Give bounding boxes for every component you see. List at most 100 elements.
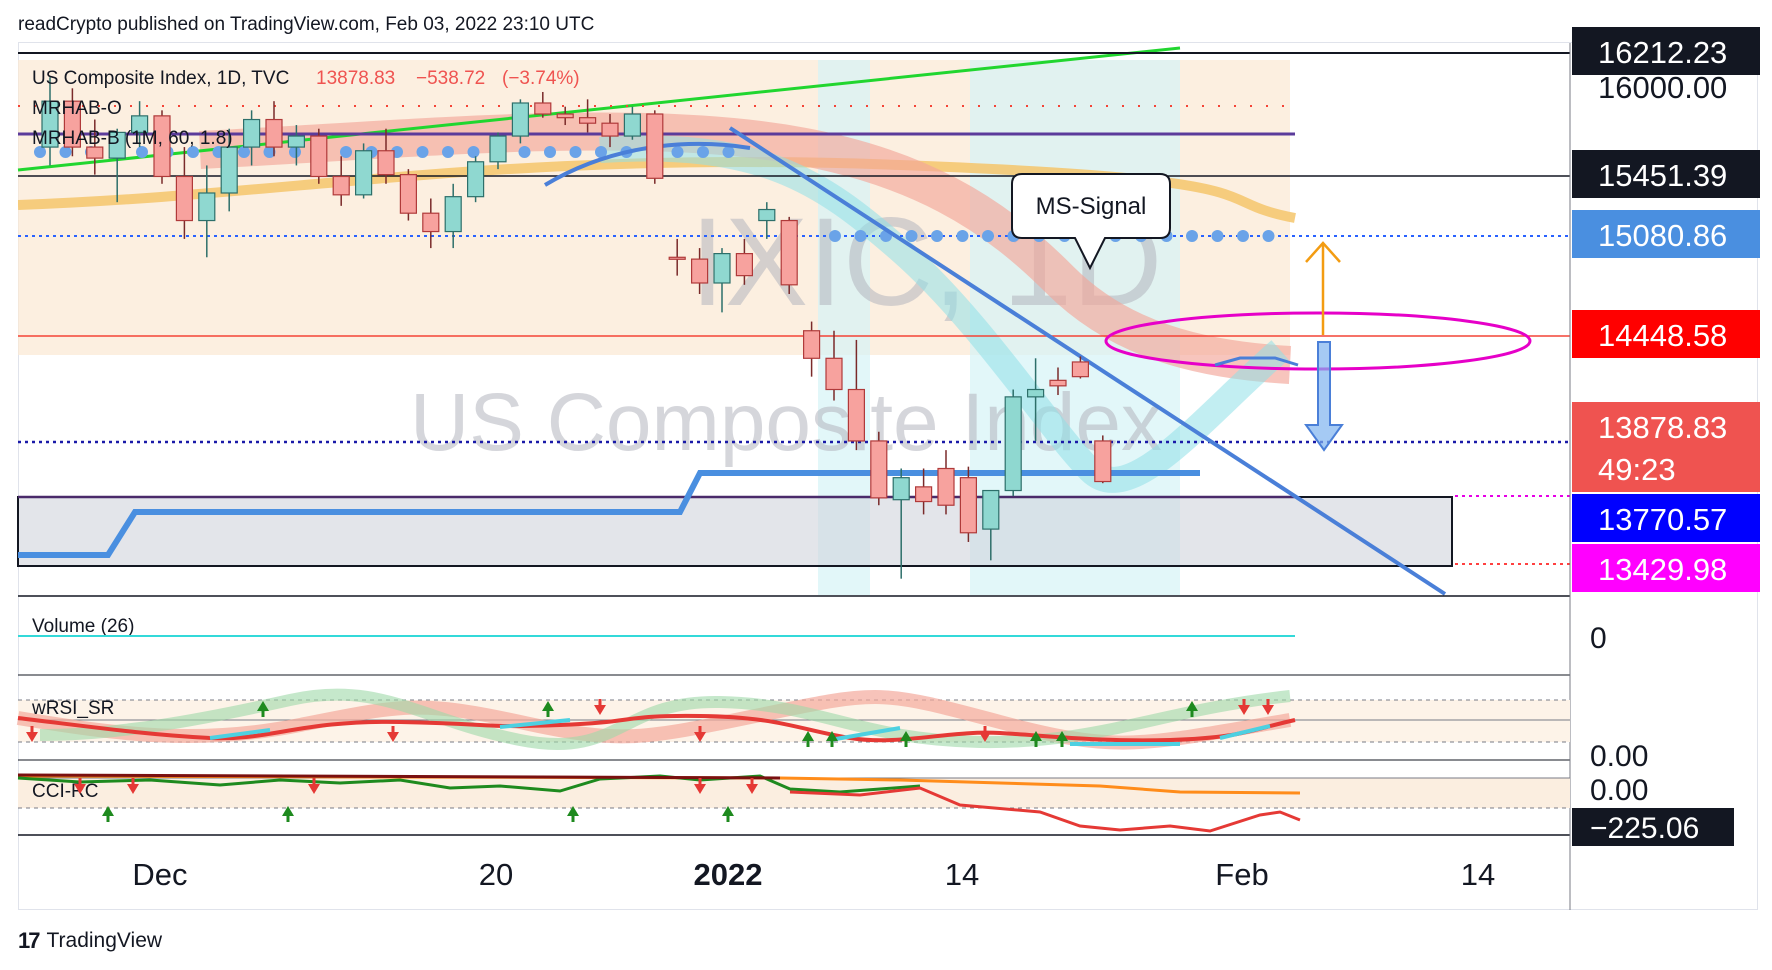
signal-up-arrow xyxy=(1186,701,1198,711)
candle-body xyxy=(153,115,171,178)
price-tag-label: 15080.86 xyxy=(1598,218,1727,253)
price-tag-bg xyxy=(1572,444,1760,492)
support-zone xyxy=(17,496,1453,567)
time-tick-label: Dec xyxy=(132,857,187,892)
signal-down-arrow xyxy=(308,784,320,794)
signal-up-arrow xyxy=(900,731,912,741)
tradingview-brand: TradingView xyxy=(46,929,163,952)
price-tag-bg xyxy=(1572,210,1760,258)
price-tag-label: 16000.00 xyxy=(1598,70,1727,105)
down-arrow xyxy=(1304,341,1344,452)
candle-body xyxy=(623,113,642,137)
mrhab-dot xyxy=(136,146,148,158)
candle-body xyxy=(646,113,664,179)
tradingview-logo[interactable]: 17 TradingView xyxy=(18,928,162,954)
mrhab-dot xyxy=(1237,230,1249,242)
signal-down-arrow xyxy=(74,784,86,794)
chart-legend: US Composite Index, 1D, TVC 13878.83 −53… xyxy=(32,68,580,149)
price-tag-label: 49:23 xyxy=(1598,452,1676,487)
candle-body xyxy=(198,192,216,222)
candle-body xyxy=(847,388,866,442)
volume-label: Volume (26) xyxy=(32,616,134,637)
price-tag-bg xyxy=(1572,310,1760,358)
mrhab-dot xyxy=(931,230,943,242)
signal-down-arrow xyxy=(127,784,139,794)
price-tag-label: 15451.39 xyxy=(1598,158,1727,193)
candle-body xyxy=(601,122,619,137)
price-tag-bg xyxy=(1572,494,1760,542)
candle-body xyxy=(556,113,574,119)
candle-body xyxy=(355,150,373,196)
candle-body xyxy=(489,135,507,163)
signal-up-arrow xyxy=(1056,731,1068,741)
wrsi-label: wRSI_SR xyxy=(31,698,114,719)
candle-body xyxy=(86,146,104,159)
mrhab-dot xyxy=(1262,230,1275,242)
candle-body xyxy=(131,115,149,133)
candle-body xyxy=(758,208,776,222)
signal-up-arrow xyxy=(802,731,814,741)
signal-up-arrow xyxy=(542,701,554,711)
blue-down-trendline xyxy=(728,126,1447,596)
candle-body xyxy=(399,174,417,214)
mrhab-dot xyxy=(697,146,709,158)
time-tick-label: 14 xyxy=(945,857,979,892)
indicator-label-mrhab-o: MRHAB-O xyxy=(32,98,122,119)
candle-body xyxy=(511,102,530,137)
price-chart[interactable]: IXIC, 1D US Composite Index xyxy=(0,0,1772,910)
mrhab-dot xyxy=(442,146,454,158)
candle-body xyxy=(108,131,126,159)
candles xyxy=(41,77,1112,579)
signal-up-arrow xyxy=(1030,731,1042,741)
time-axis: Dec 20 2022 14 Feb 14 xyxy=(132,857,1495,892)
price-tag-bg xyxy=(1572,27,1760,75)
candle-body xyxy=(175,175,193,222)
blue-step-line xyxy=(18,470,1200,558)
price-tag-bg xyxy=(1572,150,1760,198)
up-arrow xyxy=(1305,241,1341,335)
candle-body xyxy=(690,258,709,284)
cci-current-value: −225.06 xyxy=(1590,812,1699,845)
signal-up-arrow xyxy=(282,806,294,816)
signal-down-arrow xyxy=(746,784,758,794)
mrhab-dot xyxy=(238,146,250,158)
mrhab-dot xyxy=(671,146,684,158)
time-tick-label: 20 xyxy=(479,857,513,892)
cci-value-tag: −225.06 xyxy=(1572,808,1734,846)
price-tag-label: 13878.83 xyxy=(1598,410,1727,445)
volume-axis-value: 0 xyxy=(1590,622,1607,655)
mrhab-dot xyxy=(1186,230,1198,242)
mrhab-dot xyxy=(416,146,429,158)
candle-body xyxy=(713,253,731,284)
publish-info: readCrypto published on TradingView.com,… xyxy=(18,14,595,35)
indicator-label-mrhab-b: MRHAB-B (1M, 60, 1.8) xyxy=(32,128,233,149)
candle-body xyxy=(780,219,798,286)
mrhab-dot xyxy=(569,146,582,158)
price-tag-label: 16212.23 xyxy=(1598,35,1727,70)
time-tick-label: 2022 xyxy=(694,857,763,892)
candle-body xyxy=(1094,440,1112,483)
candle-body xyxy=(982,489,1000,530)
candle-body xyxy=(892,477,910,501)
signal-up-arrow xyxy=(257,701,269,711)
candle-body xyxy=(377,150,395,176)
candle-body xyxy=(825,357,843,391)
time-tick-label: 14 xyxy=(1461,857,1495,892)
mrhab-dot xyxy=(34,146,46,158)
change-percent: (−3.74%) xyxy=(502,68,580,89)
signal-down-arrow xyxy=(694,784,706,794)
candle-body xyxy=(332,175,350,196)
candle-body xyxy=(668,256,686,260)
candle-body xyxy=(1071,361,1090,378)
candle-body xyxy=(287,135,305,148)
signal-down-arrow xyxy=(1262,705,1274,715)
mrhab-dot xyxy=(263,146,276,158)
time-tick-label: Feb xyxy=(1215,857,1268,892)
mrhab-dot xyxy=(595,146,607,158)
candle-body xyxy=(422,212,440,233)
signal-up-arrow xyxy=(567,806,579,816)
candle-body xyxy=(1004,396,1022,492)
signal-up-arrow xyxy=(722,806,734,816)
mrhab-dot xyxy=(982,230,994,242)
candle-body xyxy=(220,146,238,194)
